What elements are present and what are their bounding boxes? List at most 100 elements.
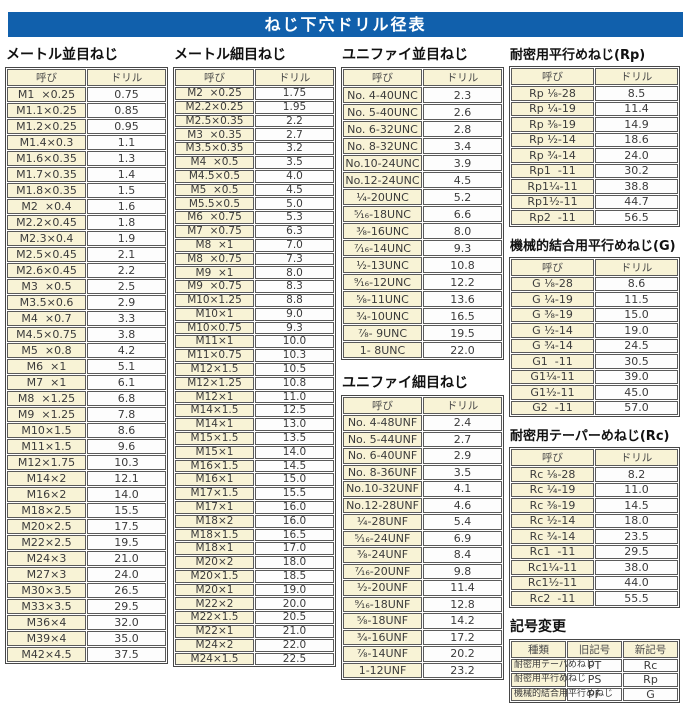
- value-cell: 8.5: [595, 86, 678, 101]
- thread-name-cell: M10×1.25: [175, 294, 254, 307]
- value-cell: 10.3: [87, 455, 166, 470]
- thread-name-cell: Rc1¹⁄₄-11: [511, 560, 594, 575]
- value-cell: G: [623, 688, 678, 702]
- thread-name-cell: M4.5×0.5: [175, 170, 254, 183]
- value-cell: 6.1: [87, 375, 166, 390]
- thread-name-cell: Rp ¹⁄₄-19: [511, 102, 594, 117]
- thread-name-cell: M14×1.5: [175, 404, 254, 417]
- value-cell: 11.4: [423, 580, 502, 596]
- value-cell: 13.5: [255, 432, 334, 445]
- thread-name-cell: M7 ×1: [7, 375, 86, 390]
- value-cell: 16.0: [255, 501, 334, 514]
- thread-name-cell: G1¹⁄₄-11: [511, 370, 594, 385]
- thread-name-cell: M20×1: [175, 584, 254, 597]
- thread-name-cell: M16×1: [175, 473, 254, 486]
- value-cell: 55.5: [595, 591, 678, 606]
- thread-name-cell: M12×1.25: [175, 377, 254, 390]
- thread-name-cell: M10×0.75: [175, 322, 254, 335]
- thread-name-cell: No. 4-48UNF: [343, 415, 422, 431]
- thread-name-cell: M3 ×0.35: [175, 128, 254, 141]
- value-cell: 6.6: [423, 206, 502, 222]
- thread-name-cell: M17×1.5: [175, 487, 254, 500]
- column-header: 呼び: [7, 69, 86, 86]
- value-cell: 10.8: [423, 257, 502, 273]
- thread-name-cell: M5 ×0.8: [7, 343, 86, 358]
- value-cell: 1.8: [87, 215, 166, 230]
- thread-name-cell: M1.4×0.3: [7, 135, 86, 150]
- value-cell: 13.0: [255, 418, 334, 431]
- value-cell: 12.5: [255, 404, 334, 417]
- thread-name-cell: M2.5×0.45: [7, 247, 86, 262]
- thread-name-cell: M24×1.5: [175, 653, 254, 666]
- thread-name-cell: ⁷⁄₁₆-20UNF: [343, 564, 422, 580]
- column-header: ドリル: [595, 259, 678, 276]
- value-cell: 15.5: [255, 487, 334, 500]
- value-cell: 4.6: [423, 498, 502, 514]
- value-cell: 10.0: [255, 335, 334, 348]
- thread-name-cell: M12×1.5: [175, 363, 254, 376]
- thread-name-cell: Rp1 -11: [511, 164, 594, 179]
- thread-name-cell: ³⁄₄-16UNF: [343, 630, 422, 646]
- thread-name-cell: ³⁄₈-16UNC: [343, 223, 422, 239]
- thread-name-cell: M3.5×0.35: [175, 142, 254, 155]
- thread-name-cell: M20×2: [175, 556, 254, 569]
- value-cell: 19.0: [255, 584, 334, 597]
- value-cell: 44.7: [595, 195, 678, 210]
- value-cell: 23.2: [423, 663, 502, 679]
- thread-name-cell: ⁹⁄₁₆-12UNC: [343, 274, 422, 290]
- value-cell: 9.8: [423, 564, 502, 580]
- column-header: ドリル: [87, 69, 166, 86]
- value-cell: 4.0: [255, 170, 334, 183]
- value-cell: 26.5: [87, 583, 166, 598]
- thread-name-cell: M4.5×0.75: [7, 327, 86, 342]
- value-cell: 19.5: [87, 535, 166, 550]
- value-cell: 56.5: [595, 210, 678, 225]
- section-title-g: 機械的結合用平行めねじ(G): [510, 235, 680, 254]
- value-cell: 3.2: [255, 142, 334, 155]
- value-cell: 7.0: [255, 239, 334, 252]
- thread-name-cell: M18×1: [175, 542, 254, 555]
- value-cell: 38.8: [595, 179, 678, 194]
- header-row: 呼びドリル: [511, 449, 678, 466]
- value-cell: 9.3: [255, 322, 334, 335]
- thread-name-cell: M2.6×0.45: [7, 263, 86, 278]
- thread-name-cell: M2.2×0.25: [175, 101, 254, 114]
- thread-name-cell: M9 ×0.75: [175, 280, 254, 293]
- value-cell: 6.3: [255, 225, 334, 238]
- thread-name-cell: M42×4.5: [7, 647, 86, 662]
- value-cell: 1.3: [87, 151, 166, 166]
- thread-name-cell: 1-12UNF: [343, 663, 422, 679]
- thread-name-cell: Rc ¹⁄₄-19: [511, 483, 594, 498]
- thread-name-cell: M24×3: [7, 551, 86, 566]
- value-cell: 14.0: [255, 446, 334, 459]
- thread-name-cell: M3.5×0.6: [7, 295, 86, 310]
